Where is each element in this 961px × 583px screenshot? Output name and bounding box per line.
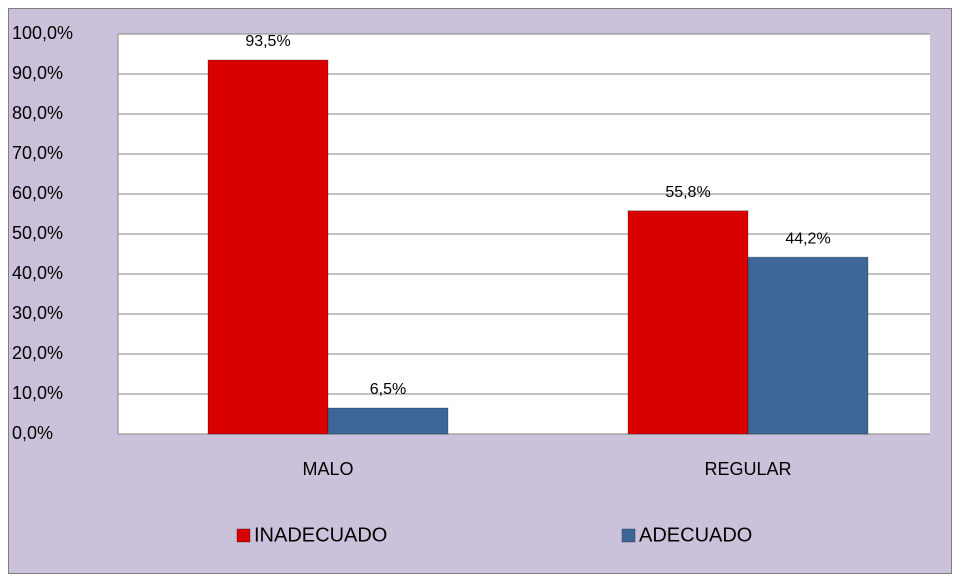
legend-label: INADECUADO	[254, 524, 387, 546]
legend-swatch	[621, 528, 636, 543]
bar	[627, 210, 749, 435]
y-tick-label: 50,0%	[12, 223, 63, 243]
data-label: 6,5%	[370, 381, 406, 398]
bar	[207, 59, 329, 435]
bar	[747, 256, 869, 435]
y-tick-label: 20,0%	[12, 343, 63, 363]
y-tick-label: 80,0%	[12, 103, 63, 123]
y-tick-label: 60,0%	[12, 183, 63, 203]
y-tick-label: 10,0%	[12, 383, 63, 403]
y-tick-label: 100,0%	[12, 23, 73, 43]
x-tick-label: REGULAR	[704, 459, 791, 479]
y-tick-label: 70,0%	[12, 143, 63, 163]
legend-label: ADECUADO	[639, 524, 752, 546]
y-tick-label: 30,0%	[12, 303, 63, 323]
data-label: 93,5%	[245, 33, 290, 50]
bar	[327, 407, 449, 435]
y-tick-label: 90,0%	[12, 63, 63, 83]
legend-swatch	[236, 528, 251, 543]
x-tick-label: MALO	[302, 459, 353, 479]
y-tick-label: 0,0%	[12, 423, 53, 443]
y-tick-label: 40,0%	[12, 263, 63, 283]
data-label: 55,8%	[665, 184, 710, 201]
data-label: 44,2%	[785, 230, 830, 247]
